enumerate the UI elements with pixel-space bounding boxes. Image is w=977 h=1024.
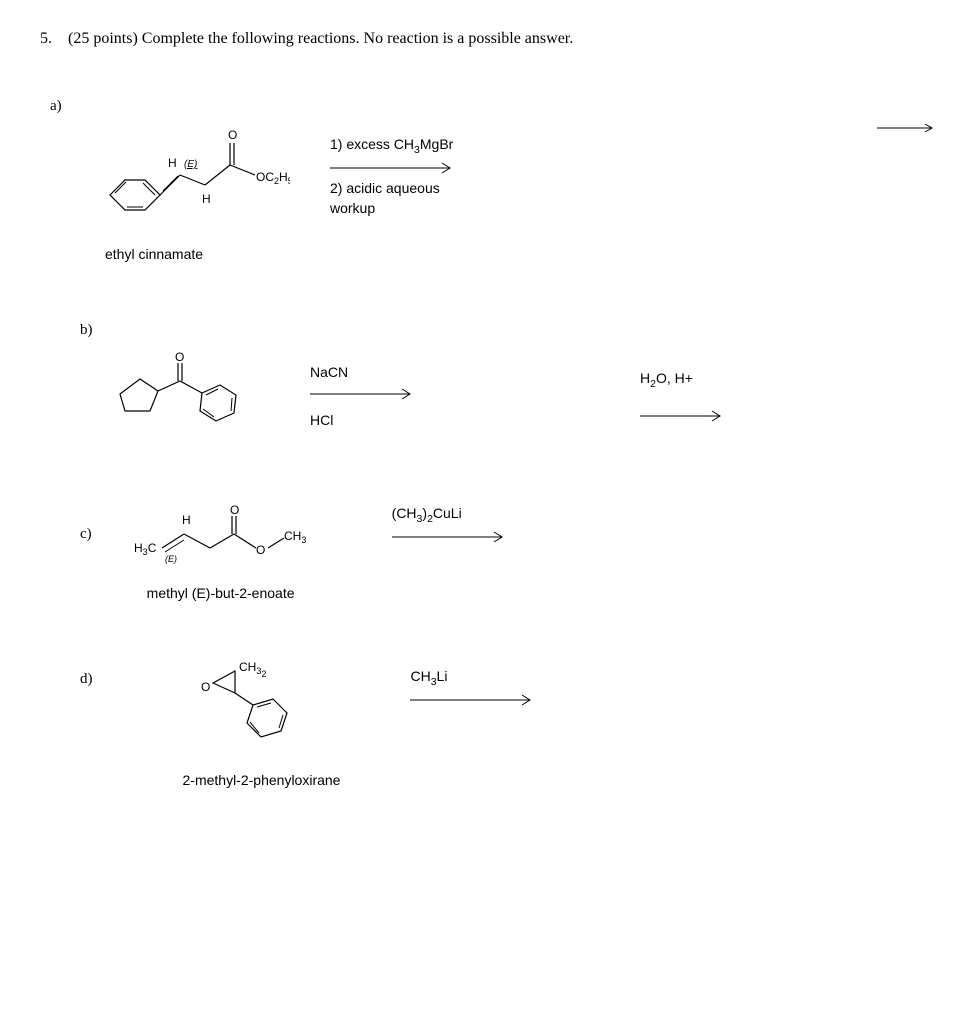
struct-a-H1: H: [168, 156, 177, 170]
struct-c-O: O: [230, 504, 239, 517]
reaction-arrow-b2: [640, 409, 730, 423]
struct-c-OMe: O: [256, 543, 265, 557]
reaction-arrow-d: [410, 693, 540, 707]
reaction-arrow-a: [330, 161, 460, 175]
struct-c-E: (E): [165, 554, 177, 564]
structure-b: O: [100, 349, 270, 444]
part-b-label: b): [80, 322, 957, 339]
reagent-c-1: (CH3)2CuLi: [392, 504, 462, 526]
reagents-a: 1) excess CH3MgBr 2) acidic aqueous work…: [330, 135, 460, 219]
compound-a-name: ethyl cinnamate: [105, 246, 290, 262]
part-c-label: c): [80, 526, 92, 543]
struct-d-CH3: CH32: [239, 661, 266, 679]
part-a: a) H: [50, 98, 957, 262]
reaction-arrow-c: [392, 530, 512, 544]
question-number: 5.: [40, 30, 52, 47]
struct-a-H2: H: [202, 192, 211, 206]
reagent-b-side: H2O, H+: [640, 370, 693, 390]
structure-c: H3C (E) H O O CH3 methyl (E)-but-2-enoa: [132, 504, 332, 601]
question-header: 5. (25 points) Complete the following re…: [40, 30, 957, 48]
reagent-a-1: 1) excess CH3MgBr: [330, 135, 453, 157]
reagent-b-2: HCl: [310, 411, 333, 431]
struct-c-H3C: H3C: [134, 541, 157, 557]
struct-c-CH3: CH3: [284, 529, 306, 545]
part-c: c) H3C (E) H O O C: [80, 504, 957, 601]
compound-d-name: 2-methyl-2-phenyloxirane: [183, 772, 341, 788]
reagents-d: CH3Li: [410, 667, 540, 711]
reagents-b: NaCN HCl: [310, 363, 420, 430]
struct-a-O: O: [228, 128, 237, 142]
part-d: d) O CH32 2-methyl-2-phenyloxirane: [80, 661, 957, 788]
struct-d-O: O: [201, 680, 210, 694]
reagents-c: (CH3)2CuLi: [392, 504, 512, 548]
struct-a-E: (E): [184, 159, 197, 170]
part-d-label: d): [80, 671, 93, 688]
question-points: (25 points): [68, 30, 138, 47]
struct-c-H: H: [182, 513, 191, 527]
compound-c-name: methyl (E)-but-2-enoate: [147, 585, 332, 601]
side-reagents-b: H2O, H+: [640, 370, 730, 424]
reagent-a-2: 2) acidic aqueous workup: [330, 179, 460, 218]
struct-a-OC2H5: OC2H5: [256, 170, 290, 186]
part-a-label: a): [50, 98, 957, 115]
question-text: Complete the following reactions. No rea…: [142, 30, 573, 47]
struct-b-O: O: [175, 350, 184, 364]
reaction-arrow-b: [310, 387, 420, 401]
part-b: b) O NaCN: [80, 322, 957, 444]
structure-d: O CH32 2-methyl-2-phenyloxirane: [183, 661, 341, 788]
structure-a: H (E) H O OC2H5 ethyl cinnamate: [90, 125, 290, 262]
reagent-d-1: CH3Li: [410, 667, 447, 689]
reagent-b-1: NaCN: [310, 363, 348, 383]
